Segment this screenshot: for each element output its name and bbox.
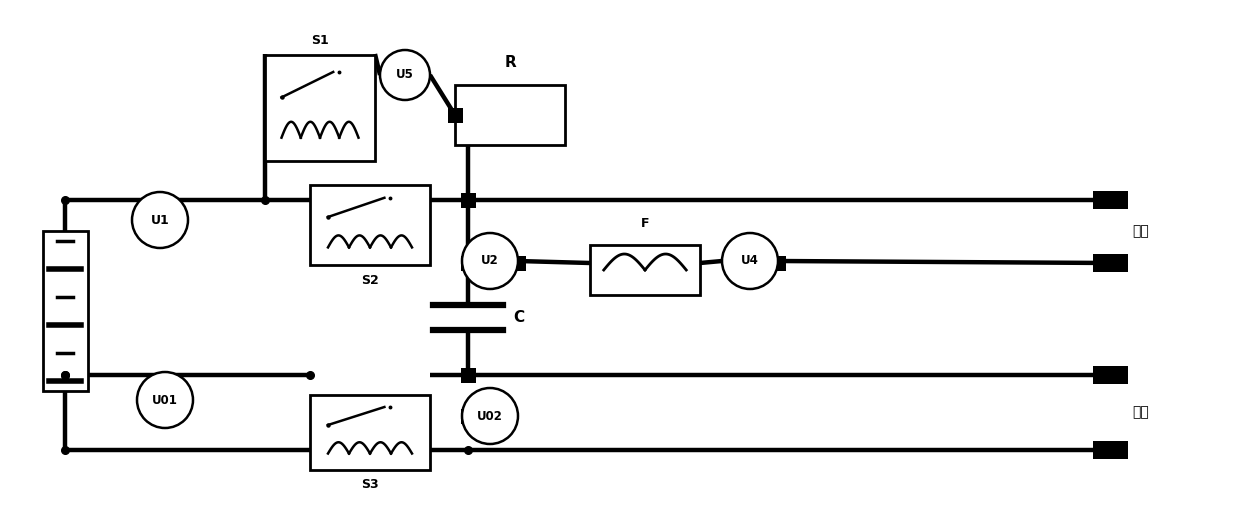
Bar xyxy=(455,85,565,145)
Text: S3: S3 xyxy=(361,479,378,491)
Bar xyxy=(511,256,526,270)
Circle shape xyxy=(136,372,193,428)
Bar xyxy=(460,368,475,382)
Text: U5: U5 xyxy=(396,68,414,82)
Bar xyxy=(448,107,463,123)
Bar xyxy=(590,245,701,295)
Bar xyxy=(460,256,475,270)
Text: U01: U01 xyxy=(153,393,177,407)
Bar xyxy=(265,55,374,161)
Bar xyxy=(1092,254,1127,272)
Text: U1: U1 xyxy=(150,214,170,227)
Text: U02: U02 xyxy=(477,410,503,422)
Bar xyxy=(310,185,430,265)
Text: U2: U2 xyxy=(481,255,498,268)
Bar xyxy=(460,409,475,423)
Text: S1: S1 xyxy=(311,34,329,46)
Bar xyxy=(42,231,88,391)
Text: S2: S2 xyxy=(361,274,379,287)
Bar xyxy=(1092,191,1127,209)
Text: U4: U4 xyxy=(742,255,759,268)
Bar xyxy=(310,395,430,470)
Circle shape xyxy=(379,50,430,100)
Circle shape xyxy=(722,233,777,289)
Bar xyxy=(770,256,785,270)
Bar xyxy=(460,193,475,207)
Bar xyxy=(1092,441,1127,459)
Bar xyxy=(1092,366,1127,384)
Text: 电机: 电机 xyxy=(1132,406,1148,420)
Circle shape xyxy=(463,388,518,444)
Circle shape xyxy=(131,192,188,248)
Text: 电机: 电机 xyxy=(1132,225,1148,238)
Circle shape xyxy=(463,233,518,289)
Text: R: R xyxy=(505,55,516,70)
Text: C: C xyxy=(513,310,525,325)
Text: F: F xyxy=(641,217,650,230)
